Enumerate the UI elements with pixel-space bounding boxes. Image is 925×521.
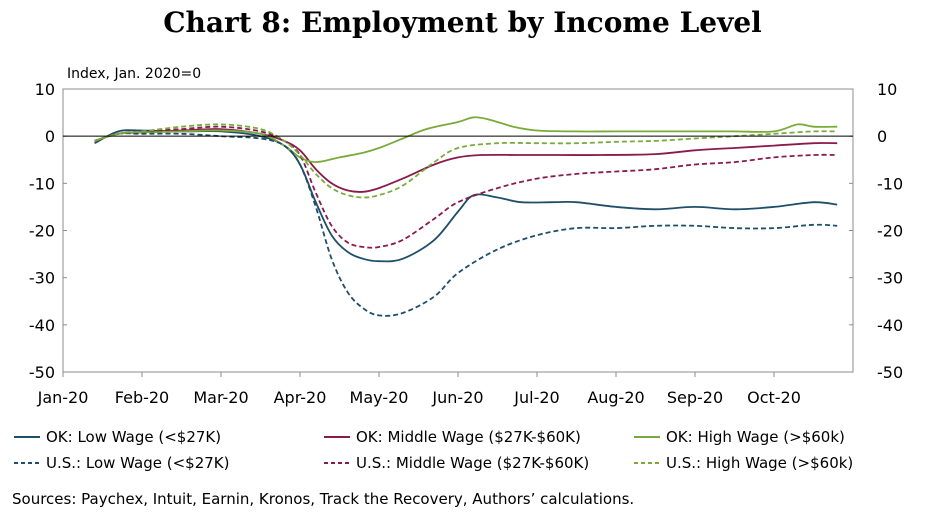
y-axis-unit-label: Index, Jan. 2020=0 [67, 66, 202, 82]
y-tick-label-right: -50 [877, 363, 903, 382]
legend-item-ok-low-wage: OK: Low Wage (<$27K) [14, 428, 221, 446]
chart-title: Chart 8: Employment by Income Level [163, 6, 762, 39]
legend-label: OK: High Wage (>$60k) [666, 428, 845, 446]
x-tick-label: Mar-20 [193, 388, 248, 407]
x-tick-label: Jul-20 [513, 388, 559, 407]
legend-item-ok-high-wage: OK: High Wage (>$60k) [634, 428, 845, 446]
x-tick-label: Oct-20 [747, 388, 801, 407]
legend: OK: Low Wage (<$27K) OK: Middle Wage ($27… [14, 428, 914, 480]
y-tick-label-left: 0 [45, 127, 55, 146]
y-tick-label-left: -10 [29, 174, 55, 193]
y-tick-label-right: -10 [877, 174, 903, 193]
y-tick-label-right: 0 [877, 127, 887, 146]
y-tick-label-right: -30 [877, 269, 903, 288]
y-tick-label-left: -40 [29, 316, 55, 335]
legend-swatch [634, 462, 660, 464]
series-line-ok-middle-wage [94, 128, 838, 193]
legend-swatch [14, 462, 40, 464]
legend-row-ok: OK: Low Wage (<$27K) OK: Middle Wage ($27… [14, 428, 914, 454]
y-tick-label-right: -40 [877, 316, 903, 335]
legend-swatch [324, 436, 350, 438]
legend-label: OK: Low Wage (<$27K) [46, 428, 222, 446]
series-line-us-middle-wage [94, 125, 838, 249]
series-line-ok-low-wage [94, 129, 838, 263]
series-line-ok-high-wage [94, 116, 838, 164]
legend-item-us-low-wage: U.S.: Low Wage (<$27K) [14, 454, 230, 472]
x-tick-label: May-20 [350, 388, 409, 407]
series-line-us-low-wage [94, 132, 838, 317]
x-tick-label: Apr-20 [274, 388, 327, 407]
legend-swatch [324, 462, 350, 464]
legend-item-us-high-wage: U.S.: High Wage (>$60k) [634, 454, 853, 472]
legend-label: U.S.: Low Wage (<$27K) [46, 454, 230, 472]
y-tick-label-left: -50 [29, 363, 55, 382]
legend-item-ok-middle-wage: OK: Middle Wage ($27K-$60K) [324, 428, 581, 446]
legend-swatch [634, 436, 660, 438]
x-tick-label: Aug-20 [587, 388, 644, 407]
x-tick-label: Sep-20 [667, 388, 723, 407]
legend-label: U.S.: Middle Wage ($27K-$60K) [356, 454, 590, 472]
legend-row-us: U.S.: Low Wage (<$27K) U.S.: Middle Wage … [14, 454, 914, 480]
series-layer [94, 116, 838, 317]
legend-label: OK: Middle Wage ($27K-$60K) [356, 428, 581, 446]
x-tick-label: Jan-20 [37, 388, 89, 407]
legend-item-us-middle-wage: U.S.: Middle Wage ($27K-$60K) [324, 454, 589, 472]
sources-note: Sources: Paychex, Intuit, Earnin, Kronos… [12, 490, 635, 508]
legend-label: U.S.: High Wage (>$60k) [666, 454, 854, 472]
x-tick-label: Jun-20 [431, 388, 483, 407]
line-chart: 10 0 -10 -20 -30 -40 -50 10 0 -10 -20 -30 -40 -50 Ja… [29, 80, 903, 407]
y-axis-left: 10 0 -10 -20 -30 -40 -50 [29, 80, 67, 382]
x-axis: Jan-20 Feb-20 Mar-20 Apr-20 May-20 Jun-20 Jul-… [37, 372, 801, 407]
y-tick-label-left: -20 [29, 222, 55, 241]
y-tick-label-left: -30 [29, 269, 55, 288]
y-tick-label-left: 10 [35, 80, 55, 99]
legend-swatch [14, 436, 40, 438]
y-axis-right: 10 0 -10 -20 -30 -40 -50 [849, 80, 903, 382]
y-tick-label-right: -20 [877, 222, 903, 241]
series-line-us-high-wage [94, 123, 838, 199]
y-tick-label-right: 10 [877, 80, 897, 99]
x-tick-label: Feb-20 [115, 388, 169, 407]
